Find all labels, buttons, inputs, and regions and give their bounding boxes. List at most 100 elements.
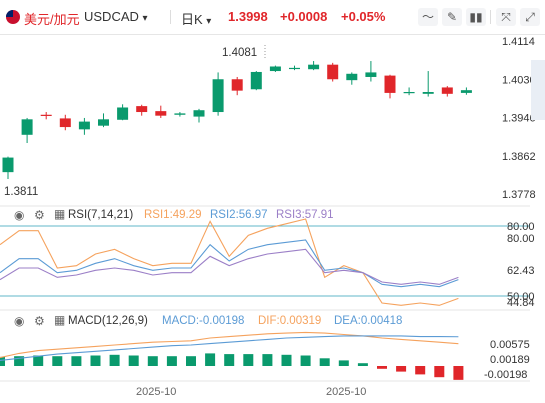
min-price-label: 1.3811 [4, 186, 38, 198]
macd-histogram-bar [262, 354, 273, 366]
macd-histogram-bar [338, 360, 349, 366]
macd-histogram-bar [453, 366, 464, 380]
macd-histogram-bar [71, 356, 82, 366]
macd-histogram-bar [0, 356, 5, 366]
macd-ytick: -0.00198 [484, 369, 527, 381]
rsi-line-rsi3 [0, 248, 459, 285]
macd-histogram-bar [224, 354, 235, 366]
candle-body [365, 72, 377, 77]
candle-body [327, 64, 339, 80]
rsi-line-rsi1 [0, 218, 459, 306]
macd-histogram-bar [281, 354, 292, 366]
macd-histogram-bar [300, 355, 311, 366]
candle-body [155, 111, 167, 116]
macd-histogram-bar [14, 356, 25, 366]
rsi-legend: ◉ ⚙ ▦ RSI(7,14,21) RSI1:49.29 RSI2:56.97… [0, 207, 500, 223]
crosshair-icon[interactable]: ⤧ [496, 8, 516, 26]
candle-body [250, 71, 262, 90]
candle-body [384, 75, 396, 93]
candle-body [2, 157, 14, 173]
interval-dropdown-icon: ▾ [206, 16, 212, 27]
symbol-dropdown-icon: ▾ [142, 13, 148, 24]
side-panel-tab[interactable] [531, 60, 545, 120]
macd-panel: 0.00575 0.00189 -0.00198 [0, 331, 530, 381]
candle-style-icon[interactable]: ▮▮ [466, 8, 486, 26]
interval-selector[interactable]: 日K ▾ [181, 9, 211, 28]
macd-histogram-bar [52, 356, 63, 366]
macd-histogram-bar [33, 355, 44, 366]
rsi2-value: RSI2:56.97 [210, 209, 268, 221]
price-change-percent: +0.05% [341, 9, 386, 24]
price-change: +0.0008 [280, 9, 328, 24]
price-ytick: 1.4114 [502, 36, 535, 48]
symbol-code: USDCAD [84, 9, 139, 24]
candle-body [59, 118, 71, 128]
line-chart-icon[interactable]: 〜 [418, 8, 438, 26]
macd-legend: ◉ ⚙ ▦ MACD(12,26,9) MACD:-0.00198 DIF:0.… [0, 313, 500, 329]
price-panel: 1.4114 1.4030 1.3946 1.3862 1.3778 1.4081 1.… [0, 36, 536, 207]
candle-body [403, 92, 415, 94]
draw-tool-icon[interactable]: ✎ [442, 8, 462, 26]
settings-icon[interactable]: ⚙ [34, 314, 45, 328]
dif-value: DIF:0.00319 [258, 315, 322, 327]
candle-body [174, 113, 186, 115]
rsi-ytick: 62.43 [507, 265, 535, 277]
candle-body [193, 110, 205, 117]
interval-label: 日K [181, 12, 203, 27]
macd-histogram-bar [186, 356, 196, 366]
macd-histogram-bar [377, 366, 387, 369]
price-ytick: 1.3862 [502, 151, 536, 163]
indicator-menu-icon[interactable]: ▦ [54, 313, 66, 327]
symbol-selector[interactable]: USDCAD ▾ [84, 9, 148, 24]
rsi-ytick: 44.84 [507, 297, 535, 309]
candle-body [269, 66, 281, 72]
macd-histogram-bar [166, 356, 177, 366]
divider [490, 10, 491, 24]
visibility-toggle-icon[interactable]: ◉ [14, 314, 25, 328]
macd-histogram-bar [357, 363, 368, 366]
macd-histogram-bar [109, 354, 120, 366]
visibility-toggle-icon[interactable]: ◉ [14, 208, 25, 222]
macd-histogram-bar [128, 355, 139, 366]
rsi-line-rsi2 [0, 239, 459, 288]
max-price-label: 1.4081 [222, 47, 257, 59]
x-axis-label: 2025-10 [136, 386, 176, 398]
rsi-ref-label-80: 80.00 [507, 221, 535, 233]
macd-histogram-bar [415, 366, 426, 375]
rsi-indicator-name: RSI(7,14,21) [68, 209, 134, 221]
macd-histogram-bar [319, 358, 330, 366]
rsi-panel: 80.00 50.00 80.00 62.43 44.84 [0, 218, 535, 311]
chart-header: 美元/加元 USDCAD ▾ 日K ▾ 1.3998 +0.0008 +0.05… [0, 0, 545, 35]
dif-line [0, 331, 459, 359]
macd-histogram-bar [396, 366, 407, 372]
macd-ytick: 0.00575 [490, 339, 530, 351]
candle-body [78, 121, 90, 130]
rsi3-value: RSI3:57.91 [276, 209, 334, 221]
divider [170, 10, 171, 24]
rsi1-value: RSI1:49.29 [144, 209, 202, 221]
macd-histogram-bar [243, 354, 254, 366]
candle-body [289, 67, 300, 70]
dea-value: DEA:0.00418 [334, 315, 403, 327]
dea-line [0, 335, 459, 361]
pair-name: 美元/加元 [24, 12, 80, 27]
macd-histogram-bar [434, 366, 445, 378]
macd-ytick: 0.00189 [490, 354, 530, 366]
price-ytick: 1.3946 [502, 113, 536, 125]
candle-body [422, 92, 434, 94]
macd-indicator-name: MACD(12,26,9) [68, 315, 148, 327]
macd-histogram-bar [147, 356, 158, 366]
indicator-menu-icon[interactable]: ▦ [54, 207, 66, 221]
macd-value: MACD:-0.00198 [162, 315, 245, 327]
candle-body [441, 87, 453, 94]
fullscreen-icon[interactable]: ⤢ [520, 8, 540, 26]
candle-body [40, 114, 52, 116]
rsi-ref-label-50: 50.00 [507, 291, 535, 303]
candle-body [308, 64, 320, 70]
chart-area[interactable]: 1.4114 1.4030 1.3946 1.3862 1.3778 1.4081 1.… [0, 34, 545, 403]
candle-body [231, 79, 243, 91]
price-ytick: 1.3778 [502, 189, 536, 201]
candle-body [346, 73, 358, 81]
settings-icon[interactable]: ⚙ [34, 208, 45, 222]
candle-body [117, 107, 129, 120]
